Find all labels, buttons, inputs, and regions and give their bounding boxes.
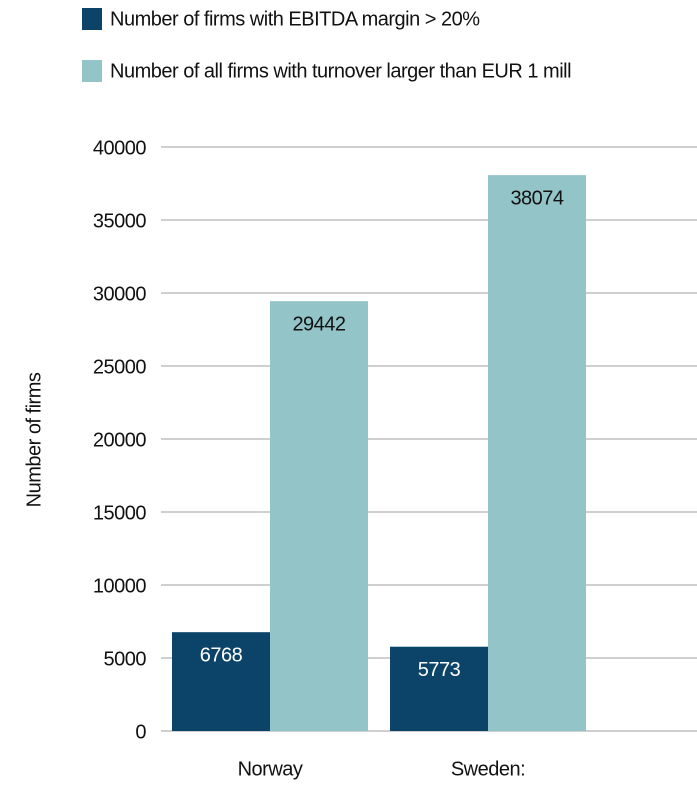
y-tick-label: 30000 — [93, 283, 146, 305]
bar — [270, 301, 368, 731]
legend-label: Number of all firms with turnover larger… — [110, 60, 571, 82]
y-tick-label: 25000 — [93, 356, 146, 378]
y-axis-title: Number of firms — [23, 372, 45, 507]
y-tick-label: 10000 — [93, 575, 146, 597]
bar — [488, 175, 586, 731]
bar — [390, 646, 488, 731]
y-tick-label: 5000 — [104, 648, 147, 670]
data-label: 38074 — [510, 187, 563, 209]
y-tick-label: 35000 — [93, 210, 146, 232]
legend-label: Number of firms with EBITDA margin > 20% — [110, 8, 480, 30]
legend-swatch — [82, 8, 102, 30]
data-label: 5773 — [418, 659, 461, 681]
x-tick-label: Norway — [238, 758, 303, 780]
bar — [172, 632, 270, 731]
x-tick-label: Sweden: — [451, 758, 525, 780]
data-label: 6768 — [200, 644, 243, 666]
y-tick-label: 0 — [135, 721, 146, 743]
y-tick-label: 15000 — [93, 502, 146, 524]
legend-swatch — [82, 60, 102, 82]
data-label: 29442 — [292, 313, 345, 335]
y-tick-label: 40000 — [93, 137, 146, 159]
y-tick-label: 20000 — [93, 429, 146, 451]
